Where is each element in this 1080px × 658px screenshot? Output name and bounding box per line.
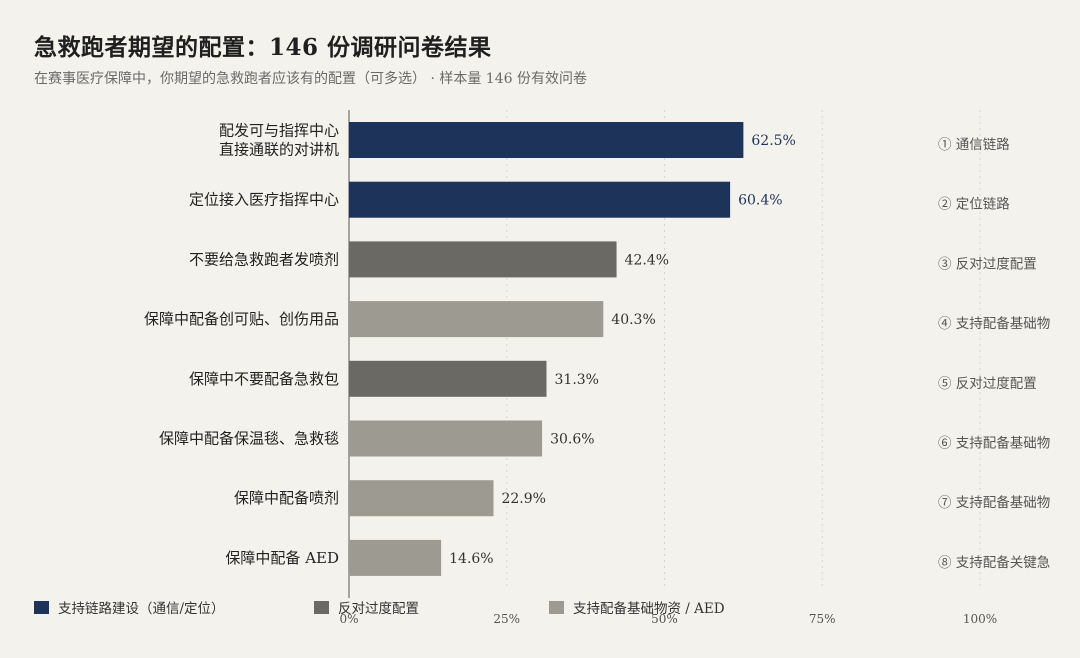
category-label: 直接通联的对讲机	[219, 141, 339, 159]
legend-item: 反对过度配置	[314, 597, 419, 617]
legend-item: 支持配备基础物资 / AED	[549, 597, 725, 617]
bar	[349, 420, 543, 457]
chart-title: 急救跑者期望的配置：146 份调研问卷结果	[34, 34, 492, 61]
chart-legend: 支持链路建设（通信/定位） 反对过度配置 支持配备基础物资 / AED	[34, 597, 734, 617]
category-tag: ⑤ 反对过度配置	[938, 376, 1037, 392]
category-tag: ③ 反对过度配置	[938, 256, 1037, 272]
category-label: 保障中配备 AED	[225, 549, 339, 567]
x-tick-label: 100%	[963, 612, 997, 626]
value-label: 14.6%	[449, 551, 493, 567]
bar	[349, 122, 744, 158]
category-label: 保障中配备保温毯、急救毯	[159, 430, 339, 448]
x-tick-label: 75%	[809, 612, 836, 626]
category-tag: ② 定位链路	[938, 197, 1010, 213]
category-label: 不要给急救跑者发喷剂	[189, 250, 339, 268]
value-label: 40.3%	[611, 312, 655, 328]
legend-label: 反对过度配置	[338, 601, 419, 617]
value-label: 62.5%	[751, 133, 795, 149]
value-label: 42.4%	[625, 252, 669, 268]
category-label: 配发可与指挥中心	[219, 122, 339, 140]
x-tick-label: 25%	[493, 612, 520, 626]
chart-subtitle: 在赛事医疗保障中，你期望的急救跑者应该有的配置（可多选） · 样本量 146 份…	[34, 71, 587, 87]
category-tag: ④ 支持配备基础物	[938, 315, 1050, 332]
legend-swatch	[549, 600, 564, 614]
legend-label: 支持链路建设（通信/定位）	[58, 601, 225, 617]
value-label: 31.3%	[555, 372, 599, 388]
bar	[349, 360, 547, 397]
bar	[349, 181, 731, 218]
value-label: 60.4%	[738, 193, 782, 209]
value-label: 30.6%	[550, 432, 594, 448]
category-tag: ⑧ 支持配备关键急	[938, 554, 1050, 571]
value-label: 22.9%	[501, 491, 545, 507]
legend-label: 支持配备基础物资 / AED	[573, 601, 725, 617]
bar	[349, 480, 494, 517]
category-label: 保障中配备创可贴、创伤用品	[144, 310, 339, 328]
legend-swatch	[314, 600, 329, 614]
x-tick-label: 50%	[651, 612, 678, 626]
category-tag: ⑥ 支持配备基础物	[938, 435, 1050, 452]
category-label: 保障中不要配备急救包	[189, 370, 339, 388]
category-label: 保障中配备喷剂	[234, 489, 339, 507]
legend-swatch	[34, 600, 49, 614]
bar	[349, 241, 617, 278]
category-tag: ⑦ 支持配备基础物	[938, 494, 1050, 511]
legend-item: 支持链路建设（通信/定位）	[34, 597, 225, 617]
x-tick-label: 0%	[339, 612, 358, 626]
category-tag: ① 通信链路	[938, 137, 1010, 153]
category-label: 定位接入医疗指挥中心	[189, 191, 339, 209]
bar	[349, 301, 604, 338]
bar	[349, 539, 442, 576]
